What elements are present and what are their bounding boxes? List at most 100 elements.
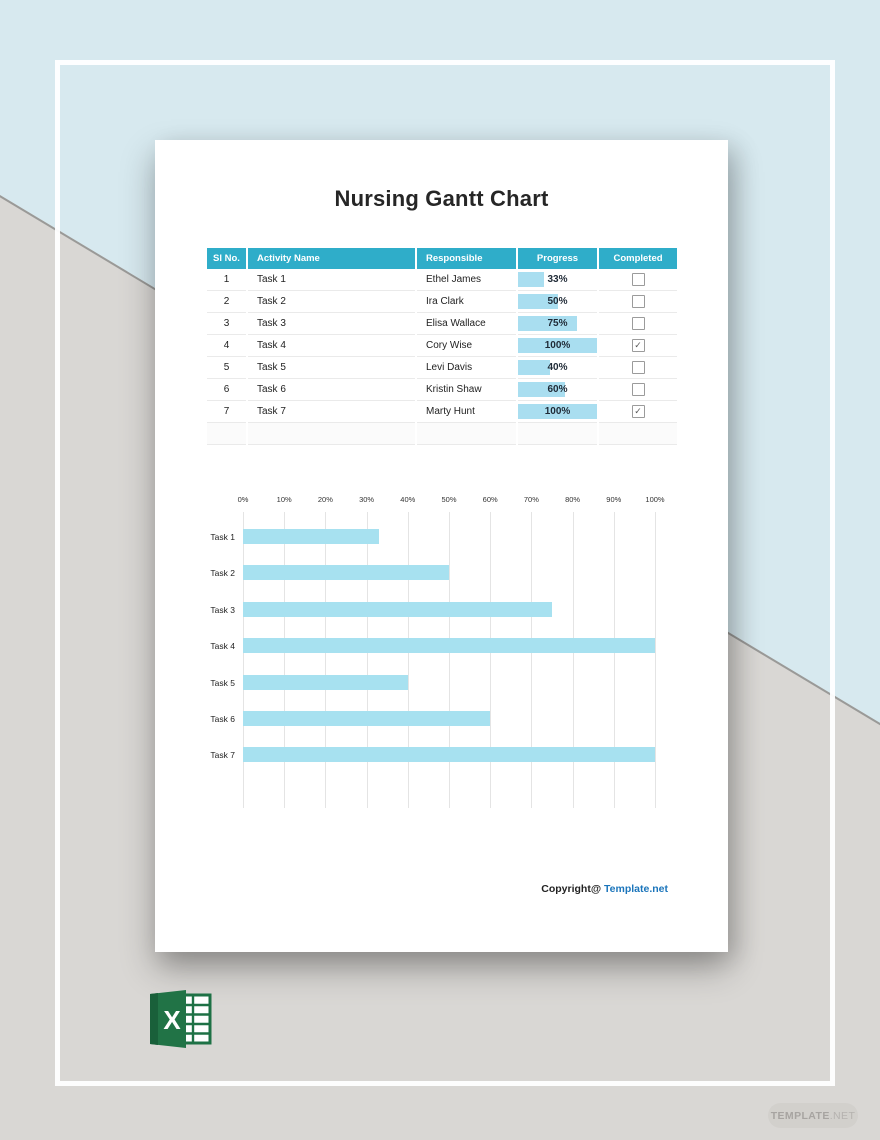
- completed-checkbox[interactable]: ✓: [631, 339, 645, 352]
- gridline: [366, 512, 368, 808]
- progress-bar: [518, 338, 597, 353]
- activity-name-cell: Task 1: [248, 269, 415, 291]
- sl-no-cell: 6: [207, 379, 246, 401]
- template-net-badge: TEMPLATE .NET: [768, 1103, 858, 1128]
- progress-cell: 50%: [518, 291, 597, 313]
- progress-cell: 33%: [518, 269, 597, 291]
- completed-checkbox[interactable]: [631, 273, 645, 286]
- chart-category-label: Task 6: [210, 714, 235, 724]
- progress-cell: 75%: [518, 313, 597, 335]
- completed-cell-empty: [599, 423, 677, 445]
- gridline: [531, 512, 533, 808]
- chart-bar: [243, 674, 408, 690]
- progress-cell-empty: [518, 423, 597, 445]
- progress-value-label: 33%: [547, 274, 568, 285]
- activity-name-cell: Task 3: [248, 313, 415, 335]
- progress-bar: [518, 404, 597, 419]
- responsible-cell: Levi Davis: [417, 357, 516, 379]
- chart-category-label: Task 2: [210, 568, 235, 579]
- completed-checkbox[interactable]: [631, 361, 645, 374]
- chart-bar: [243, 565, 449, 581]
- progress-bar: [518, 360, 550, 375]
- responsible-cell: Marty Hunt: [417, 401, 516, 423]
- completed-cell: [599, 291, 677, 313]
- chart-category-label: Task 3: [210, 604, 235, 615]
- completed-cell: [599, 269, 677, 291]
- axis-tick-label: 60%: [482, 495, 498, 504]
- copyright-prefix: Copyright@: [541, 883, 602, 895]
- gridline: [655, 512, 656, 808]
- progress-value-label: 50%: [547, 296, 568, 307]
- badge-brand-rest: .NET: [829, 1109, 856, 1122]
- activity-name-cell: Task 5: [248, 357, 415, 379]
- completed-cell: [599, 313, 677, 335]
- completed-checkbox[interactable]: ✓: [631, 405, 645, 418]
- completed-checkbox[interactable]: [631, 317, 645, 330]
- progress-value-label: 100%: [544, 340, 571, 351]
- chart-bar: [243, 601, 552, 617]
- copyright-text: Copyright@ Template.net: [541, 883, 668, 895]
- activity-name-cell: Task 4: [248, 335, 415, 357]
- progress-bar: [518, 382, 566, 397]
- column-header-completed: Completed: [599, 248, 677, 269]
- chart-bar: [243, 747, 655, 763]
- axis-tick-label: 50%: [441, 495, 457, 504]
- gridline: [325, 512, 327, 808]
- completed-checkbox[interactable]: [631, 295, 645, 308]
- progress-value-label: 60%: [547, 384, 568, 395]
- progress-value-label: 40%: [547, 362, 568, 373]
- sl-no-cell: 4: [207, 335, 246, 357]
- chart-category-label: Task 5: [210, 677, 235, 688]
- chart-bar: [243, 711, 491, 726]
- progress-bar: [518, 272, 545, 287]
- sl-no-cell: 1: [207, 269, 246, 291]
- gridline: [284, 512, 286, 808]
- activity-name-cell-empty: [248, 423, 415, 445]
- progress-bar: [518, 294, 558, 309]
- copyright-brand-link[interactable]: Template.net: [604, 883, 668, 895]
- activity-name-cell: Task 2: [248, 291, 415, 313]
- responsible-cell: Ethel James: [417, 269, 516, 291]
- column-header-activity-name: Activity Name: [248, 248, 415, 269]
- column-header-progress: Progress: [518, 248, 597, 269]
- sl-no-cell: 7: [207, 401, 246, 423]
- responsible-cell: Kristin Shaw: [417, 379, 516, 401]
- chart-category-label: Task 1: [210, 532, 235, 542]
- gridline: [613, 512, 615, 808]
- completed-cell: ✓: [599, 335, 677, 357]
- axis-tick-label: 100%: [645, 495, 665, 504]
- progress-cell: 100%: [518, 401, 597, 423]
- chart-category-label: Task 4: [210, 641, 235, 652]
- sl-no-cell: 3: [207, 313, 246, 335]
- axis-tick-label: 70%: [523, 495, 539, 504]
- responsible-cell: Elisa Wallace: [417, 313, 516, 335]
- gridline: [490, 512, 492, 808]
- axis-tick-label: 0%: [237, 495, 249, 504]
- responsible-cell: Cory Wise: [417, 335, 516, 357]
- axis-tick-label: 30%: [359, 495, 375, 504]
- sl-no-cell: 5: [207, 357, 246, 379]
- sl-no-cell-empty: [207, 423, 246, 445]
- responsible-cell-empty: [417, 423, 516, 445]
- progress-cell: 100%: [518, 335, 597, 357]
- axis-tick-label: 40%: [400, 495, 416, 504]
- chart-bar: [243, 638, 655, 654]
- completed-cell: [599, 357, 677, 379]
- axis-tick-label: 90%: [606, 495, 622, 504]
- completed-checkbox[interactable]: [631, 383, 645, 396]
- chart-category-label: Task 7: [210, 750, 235, 761]
- column-header-sl-no: Sl No.: [207, 248, 246, 269]
- sl-no-cell: 2: [207, 291, 246, 313]
- decorative-frame: [55, 60, 835, 1086]
- gridline: [449, 512, 450, 808]
- progress-cell: 60%: [518, 379, 597, 401]
- activity-name-cell: Task 7: [248, 401, 415, 423]
- progress-bar: [518, 316, 578, 331]
- activity-name-cell: Task 6: [248, 379, 415, 401]
- page-title: Nursing Gantt Chart: [334, 186, 549, 211]
- excel-file-icon[interactable]: X: [150, 990, 214, 1048]
- progress-value-label: 75%: [547, 318, 568, 329]
- axis-tick-label: 20%: [317, 495, 333, 504]
- completed-cell: [599, 379, 677, 401]
